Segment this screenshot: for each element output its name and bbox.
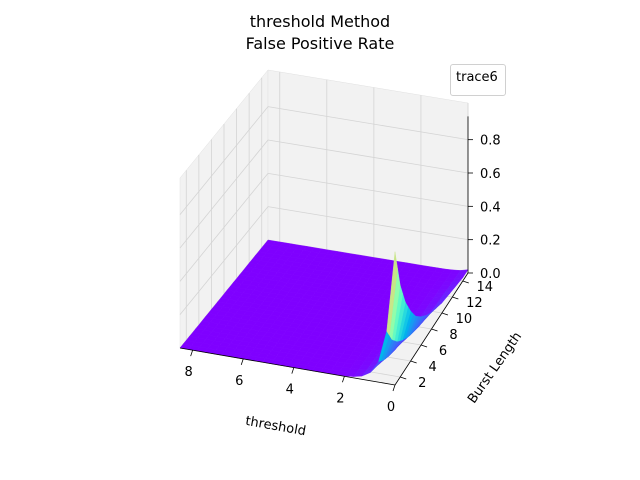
back-pane	[267, 69, 469, 274]
grid-z-left	[179, 106, 269, 215]
chart-subtitle: False Positive Rate	[245, 34, 395, 53]
y-tick-label: 2	[418, 376, 426, 391]
y-tick-mark	[441, 312, 449, 316]
legend: trace6	[450, 64, 506, 96]
y-tick-label: 8	[449, 328, 457, 343]
x-tick-label: 6	[235, 374, 243, 389]
surface-plot	[179, 239, 469, 377]
x-tick-mark	[240, 358, 244, 366]
y-tick-mark	[452, 296, 459, 300]
x-tick-label: 4	[286, 383, 294, 398]
y-tick-mark	[420, 344, 428, 348]
x-axis-label: threshold	[244, 414, 307, 439]
y-tick-label: 10	[456, 312, 473, 327]
x-tick-mark	[291, 367, 295, 374]
y-axis-label: Burst Length	[465, 330, 525, 407]
grid-z-back	[267, 106, 469, 141]
y-tick-mark	[431, 328, 438, 332]
y-tick-mark	[410, 360, 417, 364]
z-tick-label: 0.8	[480, 134, 501, 149]
grid-z-back	[267, 206, 469, 241]
x-tick-mark	[342, 376, 345, 383]
legend-entry-trace6: trace6	[456, 70, 498, 85]
grid-z-left	[179, 173, 269, 282]
chart-title: threshold Method	[249, 12, 391, 31]
z-tick-label: 0.6	[480, 167, 501, 182]
grid-z-back	[267, 172, 469, 207]
surface-patch	[386, 251, 398, 336]
y-tick-mark	[400, 376, 407, 380]
z-tick-label: 0.4	[480, 200, 501, 215]
x-tick-label: 0	[387, 400, 395, 415]
y-tick-label: 6	[439, 344, 447, 359]
x-tick-label: 8	[185, 365, 193, 380]
x-tick-label: 2	[336, 391, 344, 406]
y-tick-label: 14	[477, 280, 494, 295]
x-axis-line	[179, 347, 396, 386]
grid-z-left	[179, 139, 269, 249]
z-tick-label: 0.0	[480, 267, 501, 282]
grid-z-back	[267, 139, 469, 174]
x-tick-mark	[190, 350, 194, 357]
z-tick-label: 0.2	[480, 234, 501, 249]
y-tick-label: 4	[429, 360, 437, 375]
grid-z-left	[179, 206, 269, 315]
y-tick-label: 12	[466, 296, 483, 311]
y-tick-mark	[462, 280, 469, 284]
x-tick-mark	[392, 384, 396, 392]
axis-lines	[179, 116, 473, 392]
